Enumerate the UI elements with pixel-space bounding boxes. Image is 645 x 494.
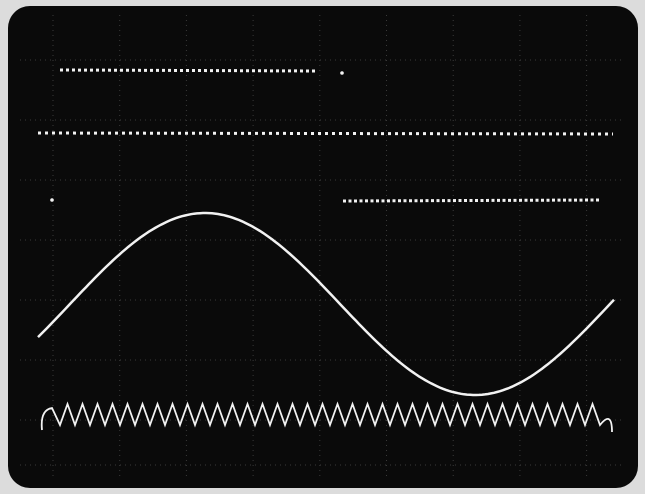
oscilloscope-photo (0, 0, 645, 494)
page: (() => { const svg = document.getElement… (0, 0, 645, 494)
trace-dot (340, 71, 344, 75)
trace-dot (50, 198, 54, 202)
